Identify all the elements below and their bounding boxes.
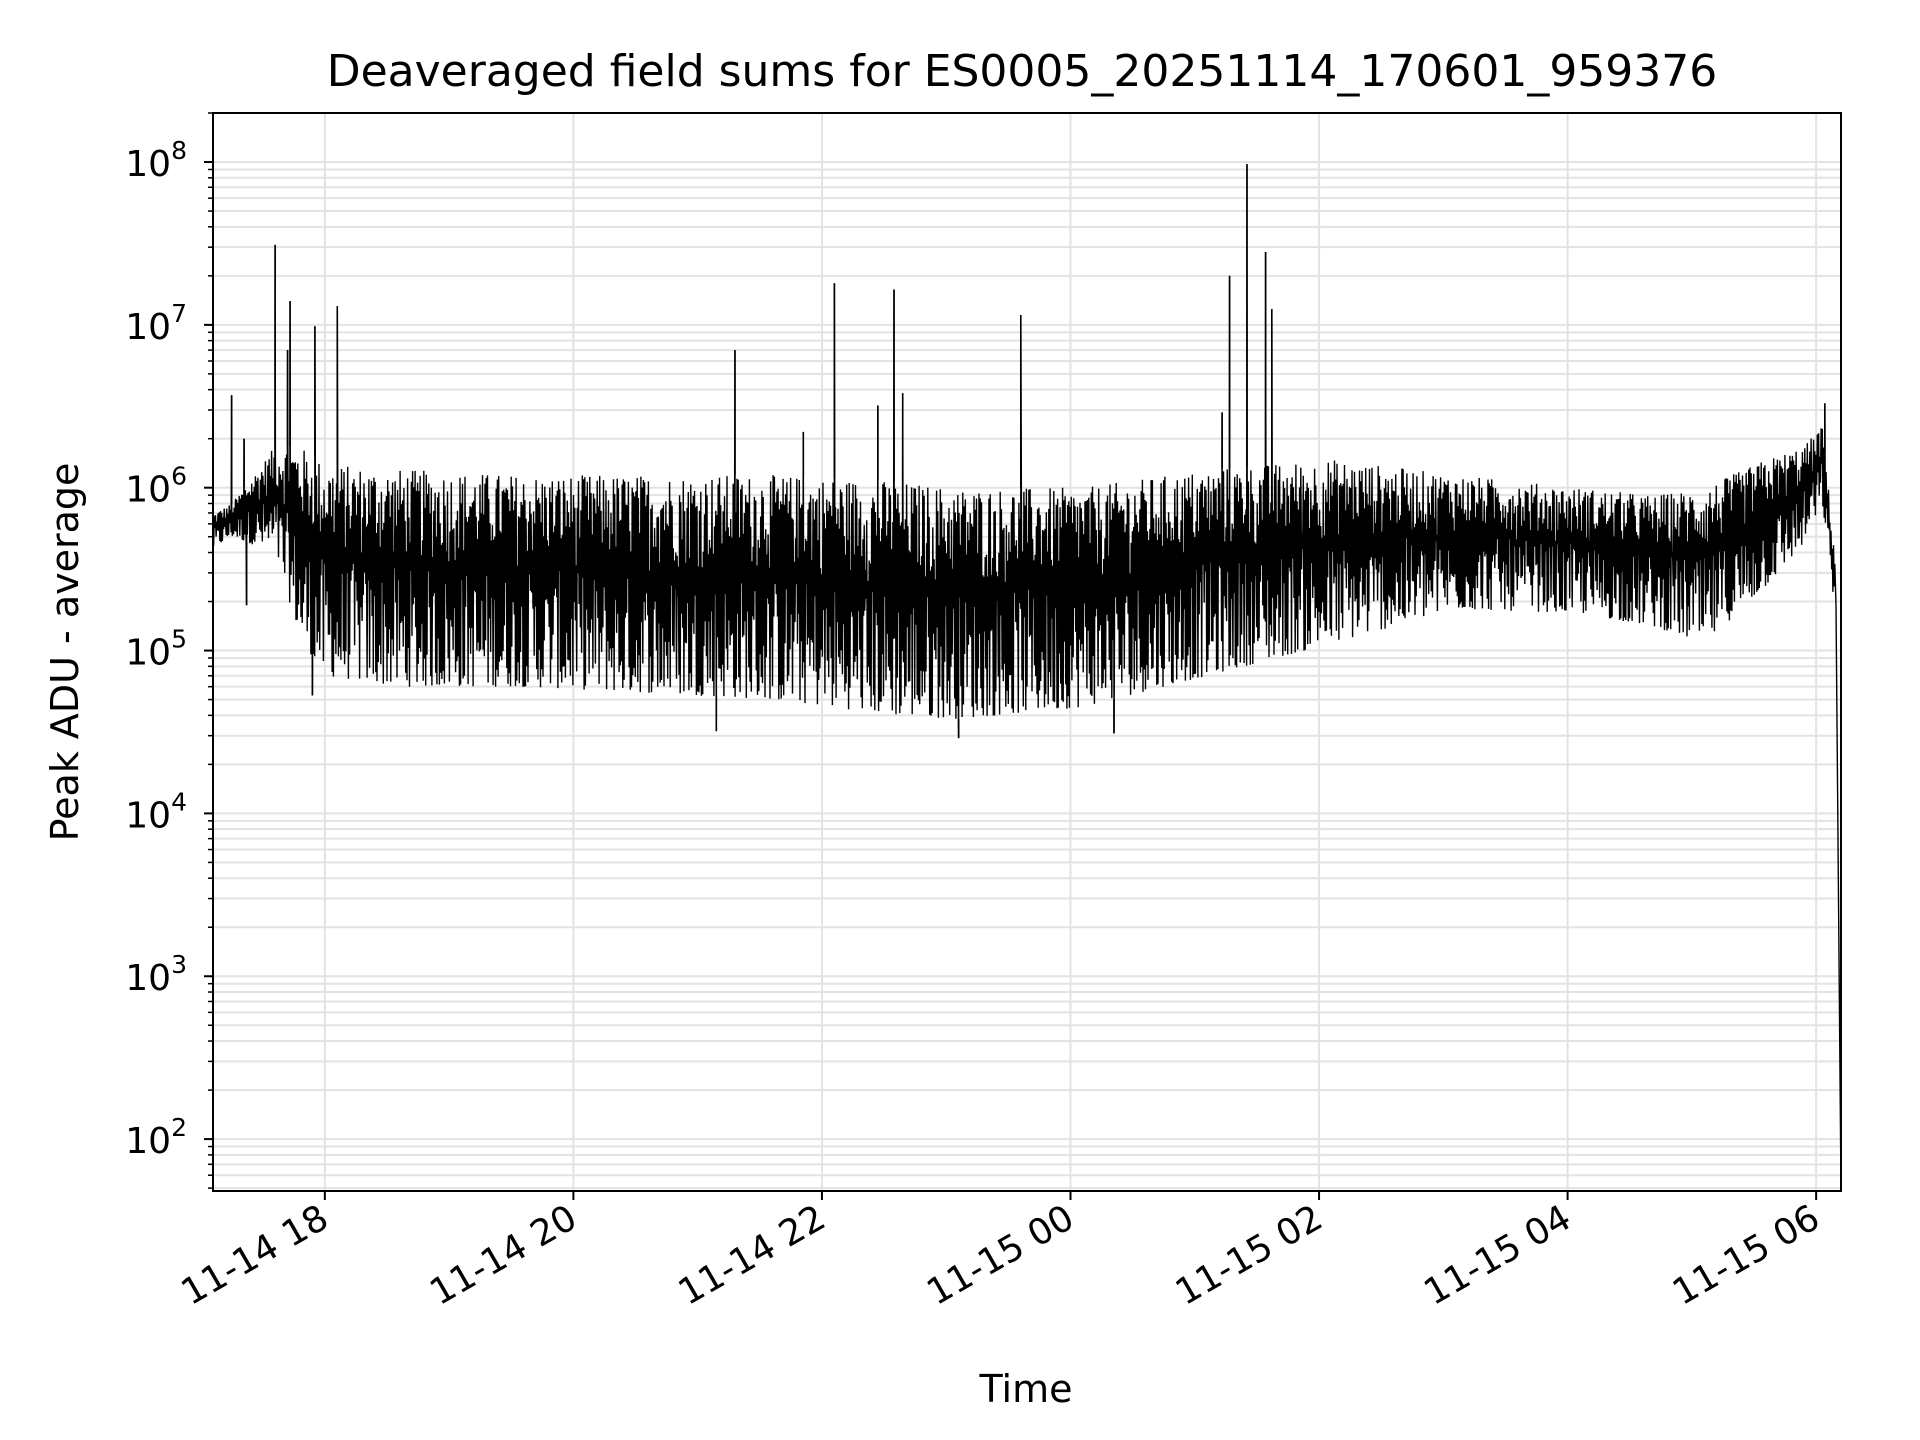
y-axis-label: Peak ADU - average [43, 463, 87, 842]
y-tick-base: 10 [125, 470, 171, 511]
y-tick-label: 106 [125, 462, 187, 511]
y-tick-label: 102 [125, 1113, 187, 1162]
y-tick-exponent: 6 [171, 462, 187, 491]
y-tick-exponent: 8 [171, 136, 187, 165]
y-tick-base: 10 [125, 307, 171, 348]
y-tick-exponent: 4 [171, 787, 187, 816]
x-axis-label: Time [979, 1367, 1073, 1411]
y-tick-label: 104 [125, 787, 187, 836]
chart-title: Deaveraged field sums for ES0005_2025111… [327, 46, 1718, 97]
y-tick-exponent: 5 [171, 625, 187, 654]
y-tick-exponent: 7 [171, 299, 187, 328]
y-tick-label: 108 [125, 136, 187, 185]
y-tick-exponent: 3 [171, 950, 187, 979]
y-tick-exponent: 2 [171, 1113, 187, 1142]
y-tick-base: 10 [125, 633, 171, 674]
y-tick-base: 10 [125, 795, 171, 836]
y-tick-label: 105 [125, 625, 187, 674]
y-tick-base: 10 [125, 1121, 171, 1162]
y-tick-base: 10 [125, 144, 171, 185]
data-series [212, 164, 1842, 1192]
plot-frame [212, 112, 1842, 1192]
y-tick-label: 107 [125, 299, 187, 348]
y-tick-label: 103 [125, 950, 187, 999]
y-tick-base: 10 [125, 958, 171, 999]
